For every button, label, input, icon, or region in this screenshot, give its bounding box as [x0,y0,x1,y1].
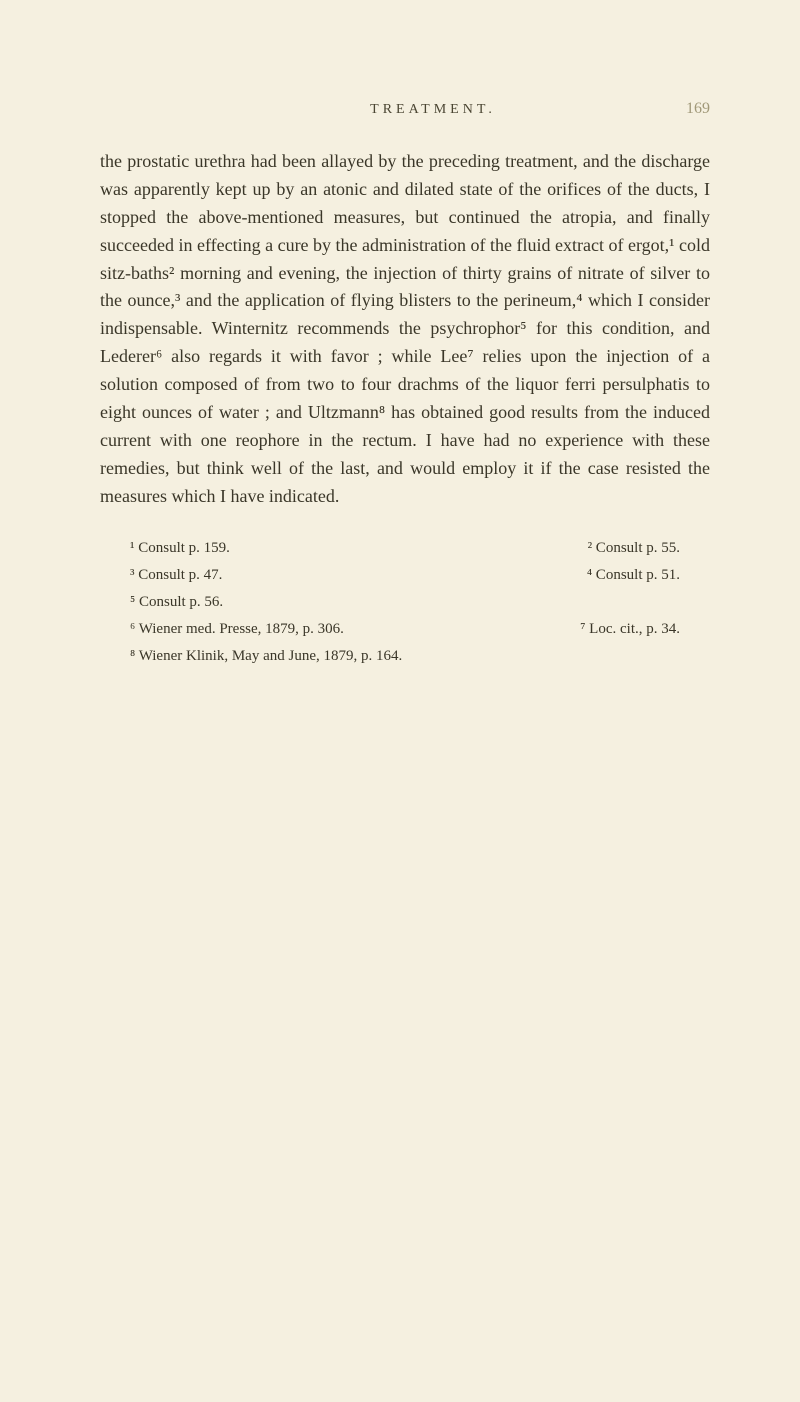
footnote-7: ⁷ Loc. cit., p. 34. [580,616,710,643]
footnote-row: ¹ Consult p. 159. ² Consult p. 55. [100,535,710,562]
footnotes-section: ¹ Consult p. 159. ² Consult p. 55. ³ Con… [100,535,710,670]
footnote-right-empty [680,589,710,616]
footnote-6: ⁶ Wiener med. Presse, 1879, p. 306. [100,616,580,643]
body-paragraph: the prostatic urethra had been allayed b… [100,148,710,511]
footnote-3: ³ Consult p. 47. [100,562,587,589]
footnote-right-empty [680,643,710,670]
page-header: TREATMENT. 169 [100,100,710,118]
footnote-4: ⁴ Consult p. 51. [587,562,710,589]
footnote-2: ² Consult p. 55. [588,535,710,562]
footnote-row: ⁸ Wiener Klinik, May and June, 1879, p. … [100,643,710,670]
footnote-5: ⁵ Consult p. 56. [100,589,680,616]
footnote-row: ⁵ Consult p. 56. [100,589,710,616]
page-number: 169 [686,100,710,118]
footnote-row: ⁶ Wiener med. Presse, 1879, p. 306. ⁷ Lo… [100,616,710,643]
footnote-row: ³ Consult p. 47. ⁴ Consult p. 51. [100,562,710,589]
header-title: TREATMENT. [180,102,686,118]
footnote-1: ¹ Consult p. 159. [100,535,588,562]
footnote-8: ⁸ Wiener Klinik, May and June, 1879, p. … [100,643,680,670]
